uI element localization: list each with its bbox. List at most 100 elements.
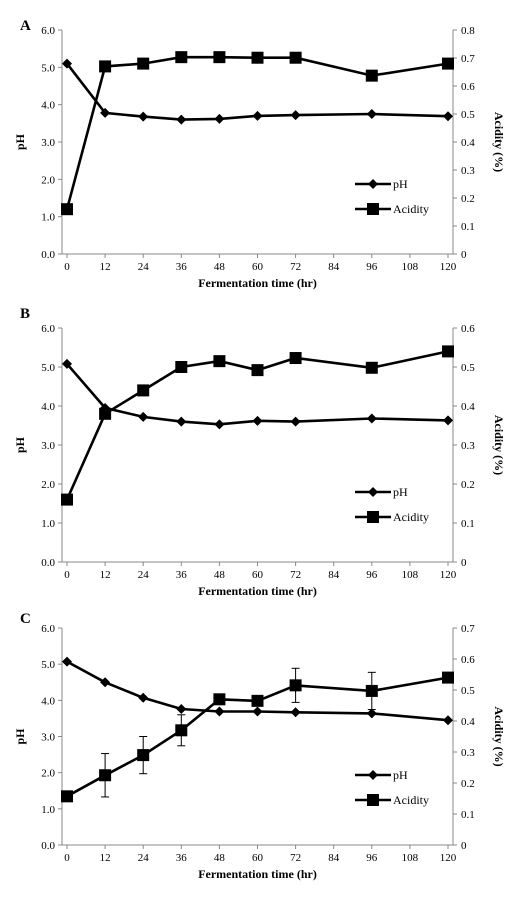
data-point-ph bbox=[252, 415, 263, 426]
y-left-axis-title: pH bbox=[13, 728, 27, 745]
data-point-ph bbox=[366, 413, 377, 424]
y-left-tick-label: 5.0 bbox=[41, 62, 55, 74]
data-point-ph bbox=[214, 419, 225, 430]
legend-label-acidity: Acidity bbox=[393, 202, 429, 216]
legend-marker-acidity bbox=[367, 203, 379, 215]
x-tick-label: 48 bbox=[214, 261, 226, 273]
data-point-ph bbox=[252, 706, 263, 717]
y-left-tick-label: 5.0 bbox=[41, 659, 55, 671]
data-point-ph bbox=[176, 416, 187, 427]
data-point-ph bbox=[138, 692, 149, 703]
x-tick-label: 0 bbox=[64, 852, 70, 864]
data-point-ph bbox=[138, 111, 149, 122]
y-left-tick-label: 4.0 bbox=[41, 100, 55, 112]
data-point-acidity bbox=[99, 769, 112, 782]
data-point-acidity bbox=[289, 352, 302, 365]
y-right-tick-label: 0.6 bbox=[461, 81, 475, 93]
data-point-acidity bbox=[61, 790, 73, 803]
data-point-acidity bbox=[251, 694, 264, 707]
y-right-tick-label: 0.1 bbox=[461, 221, 475, 233]
x-tick-label: 48 bbox=[214, 569, 226, 581]
y-right-tick-label: 0.2 bbox=[461, 193, 475, 205]
x-tick-label: 0 bbox=[64, 261, 70, 273]
y-left-tick-label: 3.0 bbox=[41, 732, 55, 744]
chart-panel-c: C 0.0 1.0 2.0 3.0 4.0 5.0 6.0 0 0.1 0.2 0.3 0.4 0.5 0.… bbox=[13, 611, 506, 881]
y-right-tick-label: 0.2 bbox=[461, 479, 475, 491]
legend-label-ph: pH bbox=[393, 177, 408, 191]
x-tick-label: 60 bbox=[252, 261, 264, 273]
x-tick-label: 120 bbox=[440, 261, 457, 273]
x-tick-label: 60 bbox=[252, 569, 264, 581]
y-right-tick-label: 0 bbox=[461, 249, 467, 261]
x-tick-label: 12 bbox=[100, 852, 111, 864]
y-right-tick-label: 0.3 bbox=[461, 747, 475, 759]
data-point-ph bbox=[252, 110, 263, 121]
data-point-acidity bbox=[137, 749, 150, 762]
data-point-ph bbox=[100, 107, 111, 118]
y-left-tick-label: 6.0 bbox=[41, 623, 55, 635]
y-right-axis-title: Acidity (%) bbox=[492, 706, 506, 766]
legend-marker-acidity bbox=[367, 794, 379, 806]
data-point-acidity bbox=[99, 60, 112, 73]
y-right-tick-label: 0.1 bbox=[461, 518, 475, 530]
data-point-ph bbox=[443, 111, 453, 122]
legend-label-ph: pH bbox=[393, 768, 408, 782]
legend-label-acidity: Acidity bbox=[393, 793, 429, 807]
y-left-tick-label: 2.0 bbox=[41, 479, 55, 491]
y-left-tick-label: 1.0 bbox=[41, 804, 55, 816]
data-point-acidity bbox=[99, 407, 112, 420]
y-right-tick-label: 0.3 bbox=[461, 165, 475, 177]
data-point-acidity bbox=[289, 679, 302, 692]
y-right-tick-label: 0.1 bbox=[461, 809, 475, 821]
y-right-tick-label: 0.5 bbox=[461, 685, 475, 697]
legend-label-ph: pH bbox=[393, 485, 408, 499]
x-tick-label: 96 bbox=[366, 569, 378, 581]
y-left-tick-label: 4.0 bbox=[41, 695, 55, 707]
x-tick-label: 96 bbox=[366, 261, 378, 273]
x-tick-label: 60 bbox=[252, 852, 264, 864]
y-left-tick-label: 0.0 bbox=[41, 840, 55, 852]
data-point-ph bbox=[443, 415, 453, 426]
legend-label-acidity: Acidity bbox=[393, 510, 429, 524]
y-left-tick-label: 2.0 bbox=[41, 174, 55, 186]
data-point-acidity bbox=[213, 51, 226, 64]
legend-marker-acidity bbox=[367, 511, 379, 523]
data-point-ph bbox=[100, 677, 111, 688]
y-right-tick-label: 0.6 bbox=[461, 323, 475, 335]
series-line-acidity bbox=[65, 55, 449, 210]
data-point-acidity bbox=[251, 51, 264, 64]
x-tick-label: 12 bbox=[100, 569, 111, 581]
data-point-ph bbox=[290, 707, 301, 718]
y-left-axis-title: pH bbox=[13, 436, 27, 453]
y-right-axis-title: Acidity (%) bbox=[492, 415, 506, 475]
data-point-acidity bbox=[137, 384, 150, 397]
x-tick-label: 72 bbox=[290, 569, 301, 581]
x-tick-label: 48 bbox=[214, 852, 226, 864]
data-point-acidity bbox=[442, 671, 454, 684]
x-tick-label: 84 bbox=[328, 852, 340, 864]
y-left-tick-label: 0.0 bbox=[41, 557, 55, 569]
x-tick-label: 24 bbox=[138, 569, 150, 581]
y-right-tick-label: 0 bbox=[461, 557, 467, 569]
data-point-acidity bbox=[365, 69, 378, 82]
data-point-acidity bbox=[61, 203, 73, 216]
data-point-ph bbox=[176, 704, 187, 715]
data-point-ph bbox=[366, 708, 377, 719]
x-tick-label: 108 bbox=[402, 852, 419, 864]
data-point-acidity bbox=[213, 355, 226, 368]
y-left-tick-label: 3.0 bbox=[41, 440, 55, 452]
data-point-ph bbox=[62, 58, 72, 69]
x-tick-label: 72 bbox=[290, 852, 301, 864]
data-point-acidity bbox=[442, 345, 454, 358]
data-point-ph bbox=[214, 706, 225, 717]
data-point-acidity bbox=[61, 493, 73, 506]
data-point-acidity bbox=[251, 364, 264, 377]
y-right-tick-label: 0.6 bbox=[461, 654, 475, 666]
data-point-acidity bbox=[442, 57, 454, 70]
data-point-acidity bbox=[137, 57, 150, 70]
data-point-ph bbox=[176, 114, 187, 125]
y-left-tick-label: 2.0 bbox=[41, 768, 55, 780]
data-point-ph bbox=[138, 411, 149, 422]
x-tick-label: 24 bbox=[138, 261, 150, 273]
data-point-acidity bbox=[175, 361, 188, 373]
